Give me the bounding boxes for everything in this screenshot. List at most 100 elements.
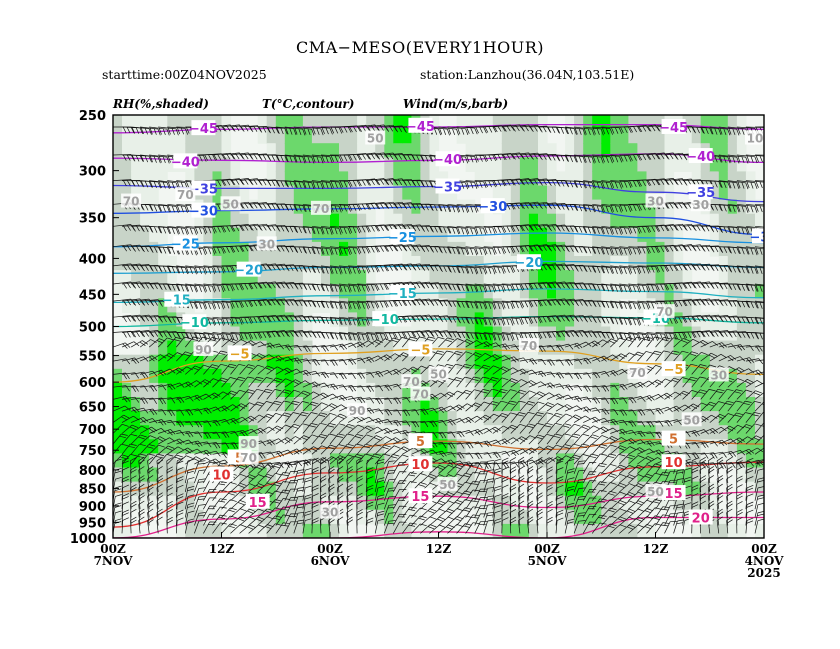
rh-cell — [465, 270, 476, 285]
rh-cell — [709, 495, 720, 511]
wind-barb — [266, 180, 289, 187]
rh-cell — [556, 213, 566, 229]
y-tick-label: 900 — [79, 500, 106, 515]
wind-barb — [320, 154, 342, 163]
wind-barb — [726, 508, 733, 526]
rh-cell — [601, 129, 611, 144]
rh-cell — [556, 270, 566, 285]
rh-cell — [456, 326, 467, 342]
rh-cell — [637, 143, 647, 158]
wind-barb — [700, 264, 723, 272]
wind-barb — [465, 126, 487, 134]
rh-cell — [465, 284, 476, 299]
rh-cell — [501, 397, 512, 412]
rh-cell — [293, 368, 304, 384]
wind-barb — [510, 412, 526, 423]
wind-barb — [492, 467, 502, 484]
wind-barb — [574, 203, 595, 213]
wind-barb — [420, 449, 438, 455]
wind-barb — [465, 480, 480, 493]
rh-cell — [411, 256, 421, 271]
rh-cell — [619, 213, 629, 229]
rh-cell — [474, 298, 485, 313]
rh-cell — [402, 143, 412, 158]
wind-barb — [320, 316, 342, 325]
rh-cell — [519, 523, 530, 538]
temp-contour-label: −45 — [406, 120, 435, 135]
rh-cell — [709, 185, 720, 201]
rh-cell — [248, 270, 259, 285]
wind-barb — [311, 402, 329, 412]
legend: RH(%,shaded) T(°C,contour) Wind(m/s,barb… — [112, 97, 508, 111]
rh-cell — [131, 284, 141, 299]
wind-barb — [655, 350, 671, 362]
wind-barb — [483, 511, 495, 526]
wind-barb — [619, 225, 641, 234]
rh-cell — [149, 213, 159, 229]
temp-label-box — [191, 180, 216, 196]
wind-barb — [591, 489, 607, 501]
wind-barb — [167, 126, 189, 135]
wind-barb — [700, 440, 718, 447]
wind-barb — [138, 456, 145, 474]
wind-barb — [167, 454, 184, 465]
wind-barb — [203, 225, 225, 233]
rh-cell — [592, 481, 602, 497]
rh-cell — [167, 495, 177, 511]
rh-cell — [592, 185, 602, 201]
wind-barb — [257, 377, 273, 388]
rh-label-box — [410, 386, 431, 401]
wind-barb — [619, 337, 635, 348]
wind-barb — [526, 466, 534, 484]
wind-barb — [447, 516, 464, 526]
rh-label-box — [401, 374, 422, 389]
rh-cell — [131, 129, 141, 144]
rh-contour-label: 50 — [430, 367, 447, 381]
wind-barb — [393, 153, 415, 161]
rh-cell — [149, 241, 159, 257]
rh-cell — [375, 368, 385, 384]
wind-barb — [347, 424, 365, 434]
rh-cell — [348, 185, 358, 201]
rh-cell — [547, 157, 557, 172]
rh-cell — [610, 129, 620, 144]
wind-barb — [329, 332, 351, 341]
rh-cell — [565, 256, 575, 271]
rh-cell — [411, 227, 421, 243]
rh-cell — [682, 467, 693, 483]
wind-barb — [518, 456, 525, 474]
rh-cell — [420, 241, 430, 257]
wind-barb — [465, 180, 487, 189]
rh-cell — [257, 298, 268, 313]
wind-barb — [754, 434, 764, 445]
rh-cell — [565, 185, 575, 201]
y-tick-label: 350 — [79, 212, 106, 227]
wind-barb — [501, 517, 509, 534]
wind-barb — [628, 516, 645, 526]
wind-barb — [555, 384, 574, 391]
temp-label-box — [191, 120, 216, 136]
wind-barb — [248, 153, 271, 161]
rh-cell — [501, 411, 512, 426]
wind-barb — [438, 300, 460, 307]
rh-cell — [266, 326, 277, 342]
rh-cell — [601, 439, 611, 454]
rh-cell — [311, 241, 322, 257]
rh-cell — [565, 241, 575, 257]
wind-barb — [275, 126, 297, 136]
rh-cell — [366, 213, 376, 229]
rh-cell — [429, 382, 440, 398]
rh-cell — [483, 298, 494, 313]
wind-barb — [718, 413, 735, 423]
rh-cell — [456, 256, 467, 271]
rh-cell — [619, 143, 629, 158]
wind-barb — [149, 180, 170, 190]
rh-label-box — [744, 130, 764, 145]
wind-barb — [763, 443, 764, 445]
wind-barb — [592, 246, 613, 256]
rh-cell — [538, 213, 548, 229]
rh-cell — [474, 129, 485, 144]
wind-barb — [336, 516, 344, 534]
rh-cell — [339, 481, 349, 497]
wind-barb — [284, 379, 302, 388]
